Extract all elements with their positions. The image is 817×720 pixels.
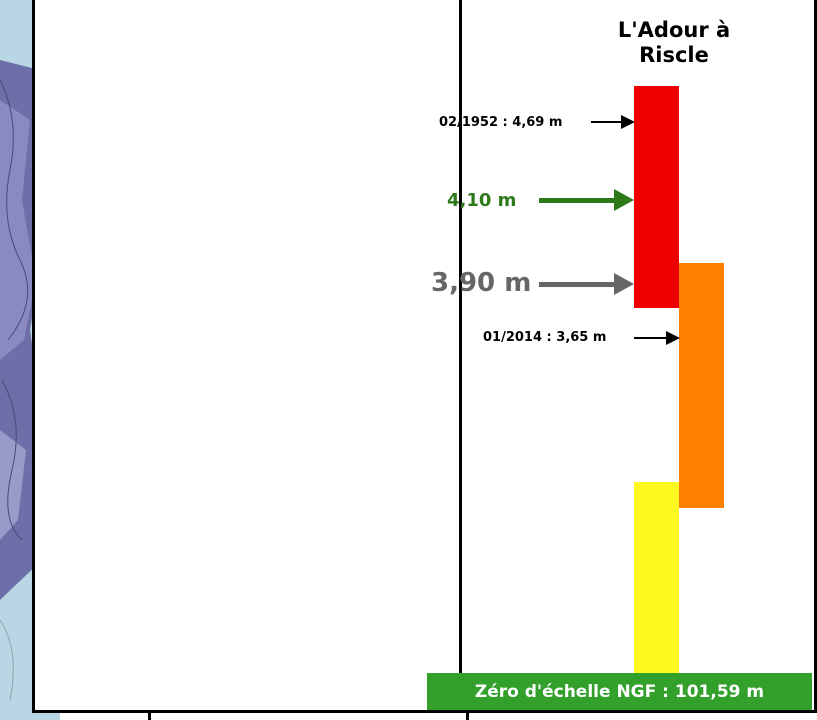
ngf-zero-banner: Zéro d'échelle NGF : 101,59 m [427, 673, 812, 710]
gray-level-label: 3,90 m [431, 268, 532, 298]
record-2014-arrow-icon [634, 330, 680, 346]
orange-level-bar [679, 263, 724, 508]
bottom-divider-2 [466, 713, 469, 720]
green-level-arrow-icon [539, 189, 634, 211]
gauge-panel: L'Adour à Riscle 02/1952 : 4,69 m 4,10 m… [431, 0, 817, 710]
station-title: L'Adour à Riscle [617, 18, 731, 67]
record-1952-arrow-icon [591, 114, 635, 130]
green-level-label: 4,10 m [447, 190, 517, 211]
record-1952-label: 02/1952 : 4,69 m [439, 115, 563, 130]
bottom-divider-1 [148, 713, 151, 720]
panel-divider [459, 0, 462, 713]
record-2014-label: 01/2014 : 3,65 m [483, 330, 607, 345]
gray-level-arrow-icon [539, 273, 634, 295]
yellow-level-bar [634, 482, 679, 674]
red-level-bar [634, 86, 679, 308]
